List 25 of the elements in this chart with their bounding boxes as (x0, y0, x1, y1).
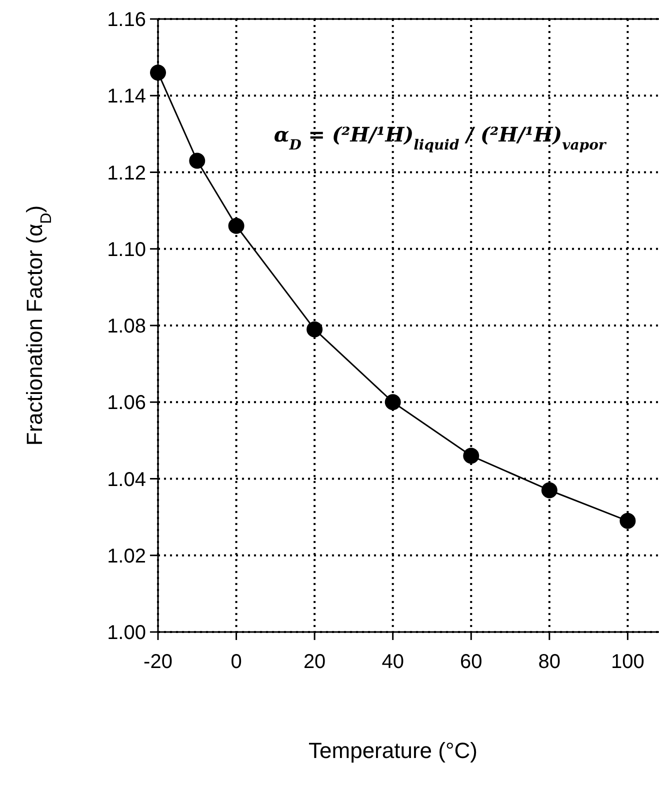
point (189, 152, 206, 169)
x-tick-label: 20 (303, 651, 326, 673)
point (620, 512, 636, 529)
y-tick-label: 1.02 (107, 545, 146, 568)
y-tick-label: 1.10 (107, 238, 146, 261)
point (384, 394, 401, 410)
y-tick-label: 1.06 (107, 392, 146, 414)
point (306, 321, 323, 338)
y-tick-label: 1.12 (107, 162, 146, 184)
x-tick-label: 0 (230, 651, 242, 673)
y-tick-label: 1.04 (107, 468, 146, 491)
x-tick-label: 80 (538, 651, 561, 673)
x-tick-label: 100 (611, 651, 644, 673)
y-tick-label: 1.08 (107, 316, 146, 338)
point (150, 64, 166, 81)
point (228, 218, 244, 234)
x-tick-label: 60 (460, 651, 482, 673)
x-axis-title: Temperature (°C) (308, 738, 478, 763)
y-tick-label: 1.16 (107, 9, 146, 31)
x-tick-label: -20 (144, 651, 172, 673)
y-tick-label: 1.14 (107, 86, 146, 108)
x-tick-label: 40 (382, 651, 404, 673)
point (541, 482, 558, 498)
y-tick-label: 1.00 (107, 622, 146, 644)
point (463, 448, 480, 464)
